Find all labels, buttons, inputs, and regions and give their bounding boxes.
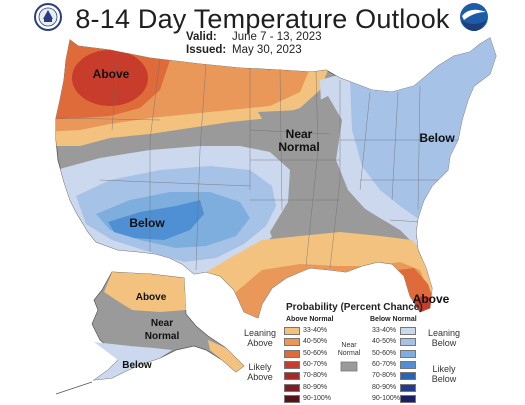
label-ak-below: Below: [122, 360, 152, 371]
legend-bin-label-above-2: 50-60%: [303, 349, 328, 357]
legend-swatch-above-3: [284, 360, 300, 369]
legend-leaning-below: Leaning Below: [427, 328, 461, 348]
issued-date: Issued: May 30, 2023: [186, 44, 302, 56]
label-east-below: Below: [419, 131, 455, 145]
label-sw-below: Below: [129, 216, 165, 230]
legend-likely-below: Likely Below: [431, 364, 457, 384]
label-ak-near: Near Normal: [144, 318, 180, 342]
valid-value: June 7 - 13, 2023: [232, 31, 322, 43]
legend-swatch-below-0: [400, 327, 416, 335]
legend-swatch-below-5: [400, 383, 416, 392]
alaska-islands: [55, 381, 93, 395]
alaska-above-panhandle: [208, 340, 244, 372]
legend-bin-label-below-0: 33-40%: [372, 327, 397, 334]
alaska-map: [55, 271, 245, 395]
legend-near-swatch: [340, 361, 358, 372]
legend-swatch-below-1: [400, 338, 416, 347]
valid-label: Valid:: [186, 31, 217, 43]
legend-swatch-below-6: [400, 394, 416, 403]
legend-bin-label-below-4: 70-80%: [372, 372, 397, 380]
legend-bin-label-below-2: 50-60%: [372, 349, 397, 357]
alaska-below-south: [94, 342, 172, 380]
state-boundaries: [56, 49, 460, 271]
legend-swatch-above-6: [284, 394, 300, 403]
legend-swatch-below-2: [400, 349, 416, 358]
legend-bin-label-above-6: 90-100%: [303, 394, 332, 402]
region-near-central: [258, 96, 366, 262]
legend-leaning-above: Leaning Above: [243, 328, 277, 348]
label-central-near: Near Normal: [278, 127, 320, 154]
legend-swatch-below-3: [400, 360, 416, 369]
valid-dates: Valid: June 7 - 13, 2023: [186, 31, 322, 43]
issued-value: May 30, 2023: [232, 44, 302, 56]
legend-bin-label-below-3: 60-70%: [372, 360, 397, 368]
legend-title: Probability (Percent Chance): [286, 302, 423, 313]
noaa-logo-icon: [460, 3, 488, 32]
legend-swatch-above-2: [284, 349, 300, 358]
region-below-60-sw: [108, 200, 204, 240]
region-above-60-nw: [72, 50, 148, 106]
legend-bin-label-above-4: 70-80%: [303, 372, 328, 380]
legend-swatch-above-4: [284, 372, 300, 381]
legend-bin-label-above-1: 40-50%: [303, 338, 328, 346]
legend-bin-label-below-5: 80-90%: [372, 383, 397, 391]
label-se-above: Above: [412, 292, 450, 306]
legend-below-header: Below Normal: [370, 316, 417, 323]
legend-swatch-above-5: [284, 383, 300, 392]
issued-label: Issued:: [186, 44, 227, 56]
legend-near-label: Near Normal: [337, 342, 361, 357]
legend-bin-label-above-3: 60-70%: [303, 360, 328, 368]
legend-bin-label-above-5: 80-90%: [303, 383, 328, 391]
label-ak-above: Above: [135, 292, 167, 303]
page-title: 8-14 Day Temperature Outlook: [75, 4, 450, 34]
doc-seal-icon: [34, 3, 62, 31]
legend-bin-label-below-6: 90-100%: [372, 394, 401, 402]
legend-likely-above: Likely Above: [247, 362, 273, 382]
legend-swatch-above-0: [284, 327, 300, 335]
legend-bin-label-below-1: 40-50%: [372, 338, 397, 346]
legend-swatch-above-1: [284, 338, 300, 347]
alaska-above-north: [104, 272, 186, 312]
legend-above-header: Above Normal: [286, 316, 334, 323]
label-nw-above: Above: [92, 67, 130, 81]
legend-swatch-below-4: [400, 372, 416, 381]
legend-bin-label-above-0: 33-40%: [303, 327, 328, 334]
